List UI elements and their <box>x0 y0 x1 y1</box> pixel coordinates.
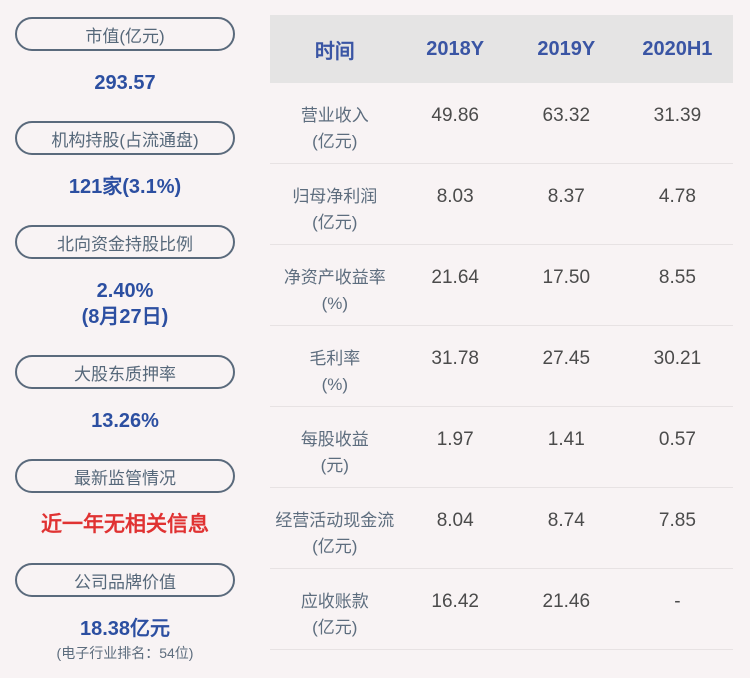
cell-value-2019: 63.32 <box>542 105 591 126</box>
cell-value-2020h1: - <box>674 591 681 612</box>
row-label: 毛利率 (%) <box>270 326 400 398</box>
cell-value-2020h1: 0.57 <box>658 429 696 450</box>
cell-value-2018: 21.64 <box>431 267 479 288</box>
row-name: 净资产收益率 <box>283 268 386 287</box>
stat-pill: 最新监管情况 <box>15 459 235 493</box>
header-cell-2018y: 2018Y <box>426 37 485 60</box>
header-cell-2020h1: 2020H1 <box>642 37 713 60</box>
row-unit: (%) <box>321 294 349 313</box>
row-unit: (亿元) <box>312 132 358 151</box>
cell-value-2019: 8.37 <box>547 186 585 207</box>
stat-value-alert: 近一年无相关信息 <box>41 513 209 536</box>
stat-label: 北向资金持股比例 <box>57 234 193 254</box>
stat-value: 13.26% <box>91 410 159 432</box>
stat-pill: 机构持股(占流通盘) <box>15 121 235 155</box>
cell-value-2019: 17.50 <box>542 267 591 288</box>
table-header-row: 时间 2018Y 2019Y 2020H1 <box>270 15 733 83</box>
row-label: 净资产收益率 (%) <box>270 245 400 317</box>
row-unit: (亿元) <box>312 213 358 232</box>
cell-value-2018: 8.03 <box>436 186 474 207</box>
cell-value-2020h1: 31.39 <box>653 105 702 126</box>
stat-pill: 公司品牌价值 <box>15 563 235 597</box>
table-row-gross-margin: 毛利率 (%) 31.78 27.45 30.21 <box>270 326 733 407</box>
row-label: 每股收益 (元) <box>270 407 400 479</box>
row-name: 归母净利润 <box>292 187 378 206</box>
table-row-revenue: 营业收入 (亿元) 49.86 63.32 31.39 <box>270 83 733 164</box>
row-label: 应收账款 (亿元) <box>270 569 400 641</box>
row-unit: (%) <box>321 375 349 394</box>
cell-value-2020h1: 4.78 <box>658 186 696 207</box>
stat-value: 2.40% (8月27日) <box>0 278 250 330</box>
stat-card-institutional-holding: 机构持股(占流通盘) 121家(3.1%) <box>0 121 250 200</box>
row-label: 归母净利润 (亿元) <box>270 164 400 236</box>
cell-value-2020h1: 8.55 <box>658 267 696 288</box>
header-cell-time: 时间 <box>314 40 355 63</box>
stat-value: 293.57 <box>94 72 156 94</box>
stat-card-northbound-holding: 北向资金持股比例 2.40% (8月27日) <box>0 225 250 330</box>
stat-value-line2: (8月27日) <box>81 306 169 328</box>
stat-pill: 大股东质押率 <box>15 355 235 389</box>
cell-value-2018: 1.97 <box>436 429 474 450</box>
cell-value-2020h1: 7.85 <box>658 510 696 531</box>
row-unit: (元) <box>320 456 349 475</box>
row-name: 经营活动现金流 <box>275 511 395 530</box>
table-row-eps: 每股收益 (元) 1.97 1.41 0.57 <box>270 407 733 488</box>
stat-card-regulatory-status: 最新监管情况 近一年无相关信息 <box>0 459 250 538</box>
stat-subnote: (电子行业排名：54位) <box>56 645 194 661</box>
stat-value: 121家(3.1%) <box>68 176 182 198</box>
cell-value-2019: 1.41 <box>547 429 585 450</box>
stat-card-major-shareholder-pledge: 大股东质押率 13.26% <box>0 355 250 434</box>
cell-value-2019: 21.46 <box>542 591 591 612</box>
stat-card-market-cap: 市值(亿元) 293.57 <box>0 17 250 96</box>
row-label: 经营活动现金流 (亿元) <box>270 488 400 560</box>
stat-pill: 北向资金持股比例 <box>15 225 235 259</box>
row-unit: (亿元) <box>312 537 358 556</box>
table-row-net-profit: 归母净利润 (亿元) 8.03 8.37 4.78 <box>270 164 733 245</box>
row-name: 营业收入 <box>300 106 369 125</box>
row-unit: (亿元) <box>312 618 358 637</box>
cell-value-2018: 49.86 <box>431 105 479 126</box>
stat-label: 机构持股(占流通盘) <box>51 130 199 150</box>
cell-value-2018: 31.78 <box>431 348 479 369</box>
row-name: 每股收益 <box>300 430 369 449</box>
stat-label: 公司品牌价值 <box>74 572 176 592</box>
row-label: 营业收入 (亿元) <box>270 83 400 155</box>
cell-value-2019: 8.74 <box>547 510 585 531</box>
stat-value: 18.38亿元 <box>79 618 171 640</box>
cell-value-2019: 27.45 <box>542 348 591 369</box>
financials-table: 时间 2018Y 2019Y 2020H1 营业收入 (亿元) 49.86 63… <box>270 15 733 650</box>
stat-label: 大股东质押率 <box>74 364 176 384</box>
cell-value-2020h1: 30.21 <box>653 348 702 369</box>
row-name: 毛利率 <box>309 349 361 368</box>
stat-pill: 市值(亿元) <box>15 17 235 51</box>
stat-label: 市值(亿元) <box>85 26 165 46</box>
stat-card-brand-value: 公司品牌价值 18.38亿元 (电子行业排名：54位) <box>0 563 250 662</box>
table-row-operating-cashflow: 经营活动现金流 (亿元) 8.04 8.74 7.85 <box>270 488 733 569</box>
table-row-roe: 净资产收益率 (%) 21.64 17.50 8.55 <box>270 245 733 326</box>
stat-label: 最新监管情况 <box>74 468 176 488</box>
header-cell-2019y: 2019Y <box>537 37 596 60</box>
table-row-accounts-receivable: 应收账款 (亿元) 16.42 21.46 - <box>270 569 733 650</box>
row-name: 应收账款 <box>300 592 369 611</box>
cell-value-2018: 8.04 <box>436 510 474 531</box>
stat-value-line1: 2.40% <box>96 280 154 302</box>
cell-value-2018: 16.42 <box>431 591 479 612</box>
